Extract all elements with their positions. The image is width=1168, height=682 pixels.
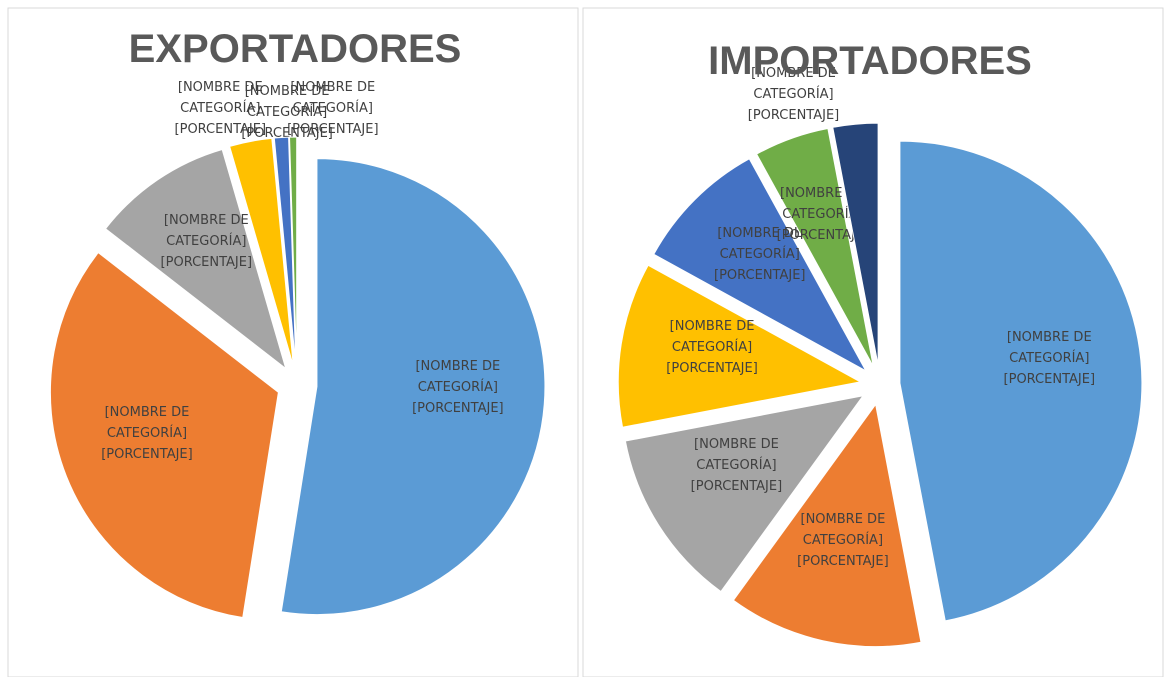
data-label: [NOMBRE DE CATEGORÍA] [PORCENTAJE] xyxy=(241,84,333,142)
data-label-box: [NOMBRE DE CATEGORÍA] [PORCENTAJE] xyxy=(776,186,869,243)
pie-slice xyxy=(273,136,297,366)
data-label-box: [NOMBRE DE CATEGORÍA] [PORCENTAJE] xyxy=(174,80,267,138)
data-label: [NOMBRE DE CATEGORÍA] [PORCENTAJE] xyxy=(160,212,253,270)
data-label: [NOMBRE DE CATEGORÍA] [PORCENTAJE] xyxy=(412,358,504,416)
data-label-box: [NOMBRE DE CATEGORÍA] [PORCENTAJE] xyxy=(160,212,253,270)
pie-slice xyxy=(617,264,862,428)
data-label-box: [NOMBRE DE CATEGORÍA] [PORCENTAJE] xyxy=(412,358,504,416)
pie-slice xyxy=(653,158,868,373)
data-label-box: [NOMBRE DE CATEGORÍA] [PORCENTAJE] xyxy=(241,84,333,142)
data-label-box: [NOMBRE DE CATEGORÍA] [PORCENTAJE] xyxy=(666,319,758,377)
data-label: [NOMBRE DE CATEGORÍA] [PORCENTAJE] xyxy=(690,437,783,495)
pie-slice xyxy=(280,158,546,616)
pie-slice xyxy=(104,148,287,370)
data-label-box: [NOMBRE DE CATEGORÍA] [PORCENTAJE] xyxy=(1003,329,1096,387)
data-label: [NOMBRE DE CATEGORÍA] [PORCENTAJE] xyxy=(1003,329,1096,387)
data-label-box: [NOMBRE DE CATEGORÍA] [PORCENTAJE] xyxy=(287,79,379,137)
data-label-box: [NOMBRE DE CATEGORÍA] [PORCENTAJE] xyxy=(747,65,840,123)
data-label: [NOMBRE DE CATEGORÍA] [PORCENTAJE] xyxy=(797,511,889,569)
chart-title: IMPORTADORES xyxy=(708,39,1032,83)
data-label: [NOMBRE DE CATEGORÍA] [PORCENTAJE] xyxy=(747,65,840,123)
pie-slice xyxy=(755,127,874,367)
data-label: [NOMBRE DE CATEGORÍA] [PORCENTAJE] xyxy=(287,79,379,137)
data-label: [NOMBRE DE CATEGORÍA] [PORCENTAJE] xyxy=(101,405,193,463)
data-label: [NOMBRE DE CATEGORÍA] [PORCENTAJE] xyxy=(776,186,869,243)
data-label-box: [NOMBRE DE CATEGORÍA] [PORCENTAJE] xyxy=(690,437,783,495)
pie-slice xyxy=(732,403,922,647)
pie-slice xyxy=(624,394,865,593)
data-label-box: [NOMBRE DE CATEGORÍA] [PORCENTAJE] xyxy=(101,405,193,463)
data-label: [NOMBRE DE CATEGORÍA] [PORCENTAJE] xyxy=(174,80,267,138)
data-label-box: [NOMBRE DE CATEGORÍA] [PORCENTAJE] xyxy=(797,511,889,569)
pie-slice xyxy=(832,122,879,366)
chart-title: EXPORTADORES xyxy=(129,27,462,71)
pie-slice xyxy=(899,140,1143,622)
data-label: [NOMBRE DE CATEGORÍA] [PORCENTAJE] xyxy=(666,319,758,377)
pie-slice xyxy=(229,137,294,366)
pie-slice xyxy=(49,251,279,619)
data-label-box: [NOMBRE DE CATEGORÍA] [PORCENTAJE] xyxy=(714,225,806,283)
pie-slice xyxy=(289,136,298,366)
data-label: [NOMBRE DE CATEGORÍA] [PORCENTAJE] xyxy=(714,225,806,283)
